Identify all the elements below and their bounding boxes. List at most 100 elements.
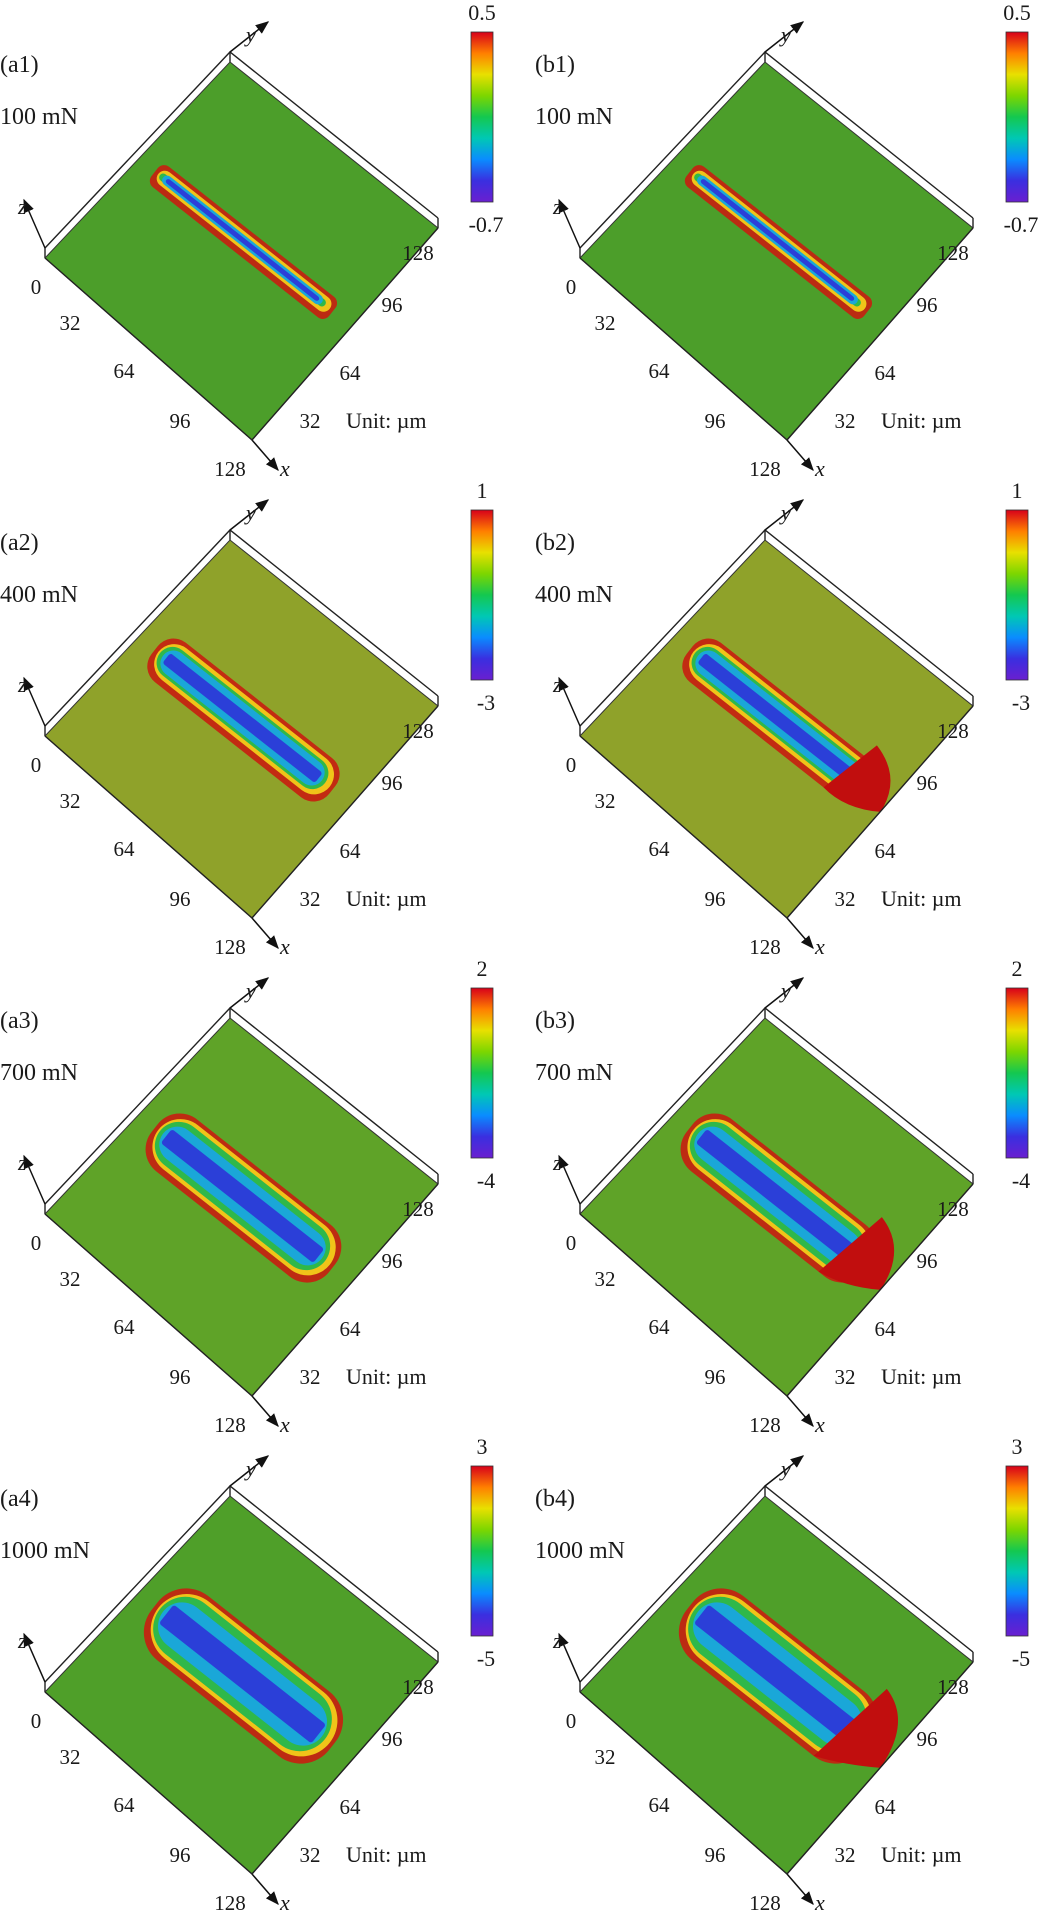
x-axis-arrow [786,439,814,472]
x-axis-name: x [814,1890,825,1915]
y-axis-name: y [779,978,791,1003]
x-tick-label: 96 [705,409,726,433]
y-tick-label: 32 [835,887,856,911]
colorbar-max: 1 [1012,478,1023,503]
panel-id: (b2) [535,530,575,556]
x-axis-name: x [814,934,825,959]
x-tick-label: 96 [170,1843,191,1867]
y-tick-label: 96 [917,1249,938,1273]
z-axis-arrow [558,1632,581,1683]
groove-bottom [160,1605,325,1743]
panel-a4: y z x 32 64 96 128 0 32 64 96 128 (a4) 1000 mN Unit: µ… [0,1434,495,1915]
x-axis-name: x [279,456,290,481]
groove-bottom [161,1130,324,1262]
x-axis-line [579,257,788,441]
groove-bottom [696,1130,859,1262]
x-axis-line [44,1213,253,1397]
unit-label: Unit: µm [881,1842,962,1867]
x-tick-label: 128 [749,1413,781,1437]
unit-label: Unit: µm [881,886,962,911]
z-origin-tick: 0 [31,275,42,299]
panel-id: (a3) [0,1008,39,1034]
scratch-groove [145,1113,342,1283]
scratch-groove [680,1113,895,1290]
y-tick-label: 96 [917,1727,938,1751]
y-axis-arrow [229,1455,270,1487]
load-label: 400 mN [0,582,78,608]
panel-a1: y z x 32 64 96 128 0 32 64 96 128 (a1) 100 mN Unit: µm… [0,0,503,481]
x-tick-label: 64 [114,1315,136,1339]
x-tick-label: 64 [649,1793,671,1817]
z-origin-tick: 0 [31,1231,42,1255]
colorbar-min: -0.7 [469,212,504,237]
y-axis-name: y [244,978,256,1003]
z-origin-tick: 0 [566,1231,577,1255]
x-axis-line [579,1213,788,1397]
colorbar [470,31,494,203]
y-tick-label: 64 [875,1795,897,1819]
groove-bottom [165,179,320,301]
colorbar-min: -5 [1012,1646,1030,1671]
colorbar-min: -3 [1012,690,1030,715]
z-axis-arrow [23,1632,46,1683]
y-axis-line [786,705,974,919]
y-tick-label: 128 [937,719,969,743]
scratch-groove [149,165,338,319]
y-tick-label: 64 [340,1317,362,1341]
y-tick-label: 64 [875,1317,897,1341]
y-axis-arrow [229,977,270,1009]
z-axis-name: z [17,672,27,697]
z-origin-tick: 0 [566,753,577,777]
colorbar [1005,31,1029,203]
y-axis-name: y [244,500,256,525]
debris-pile [813,1688,898,1768]
colorbar-min: -0.7 [1004,212,1039,237]
x-axis-arrow [251,1395,279,1428]
x-axis-name: x [814,456,825,481]
z-axis-arrow [23,198,46,249]
unit-label: Unit: µm [881,1364,962,1389]
y-tick-label: 96 [917,771,938,795]
z-axis-name: z [17,1150,27,1175]
z-axis-name: z [552,1150,562,1175]
y-tick-label: 128 [402,241,434,265]
y-tick-label: 96 [382,293,403,317]
y-tick-label: 64 [340,361,362,385]
y-tick-label: 96 [382,771,403,795]
colorbar-max: 3 [477,1434,488,1459]
load-label: 100 mN [535,104,613,130]
y-tick-label: 128 [402,1197,434,1221]
scratch-groove [684,165,873,319]
x-tick-label: 64 [114,837,136,861]
colorbar [1005,987,1029,1159]
z-axis-name: z [17,1628,27,1653]
unit-label: Unit: µm [881,408,962,433]
x-axis-arrow [786,917,814,950]
z-axis-name: z [552,672,562,697]
scratch-groove [678,1588,898,1768]
x-tick-label: 64 [114,359,136,383]
x-tick-label: 32 [60,789,81,813]
y-axis-name: y [779,1456,791,1481]
y-axis-line [786,1183,974,1397]
y-axis-arrow [229,21,270,53]
x-axis-arrow [251,439,279,472]
colorbar-min: -3 [477,690,495,715]
colorbar [470,987,494,1159]
x-tick-label: 64 [649,837,671,861]
y-tick-label: 32 [300,1365,321,1389]
x-axis-line [44,1691,253,1875]
y-tick-label: 32 [835,1843,856,1867]
y-tick-label: 96 [382,1727,403,1751]
colorbar-min: -4 [1012,1168,1030,1193]
debris-pile [818,1217,895,1290]
z-origin-tick: 0 [566,275,577,299]
colorbar [1005,1465,1029,1637]
x-axis-line [579,1691,788,1875]
y-axis-line [786,1661,974,1875]
load-label: 700 mN [535,1060,613,1086]
y-tick-label: 32 [300,1843,321,1867]
panel-id: (b4) [535,1486,575,1512]
panel-id: (b1) [535,52,575,78]
x-axis-name: x [814,1412,825,1437]
